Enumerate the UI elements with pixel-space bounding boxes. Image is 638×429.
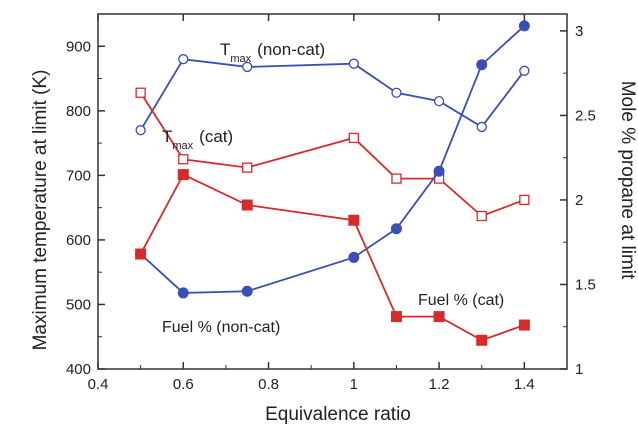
- data-point: [242, 162, 253, 173]
- y-left-tick-label: 500: [66, 296, 91, 313]
- x-tick-label: 1: [350, 376, 358, 393]
- data-point: [519, 65, 530, 76]
- series-line: [139, 58, 526, 131]
- data-point: [476, 210, 487, 222]
- data-point: [135, 125, 146, 136]
- annotation-tmax-noncat-sub: max: [230, 53, 251, 65]
- data-point: [177, 169, 189, 181]
- annotation-tmax-noncat-rest: (non-cat): [257, 40, 325, 59]
- data-point: [242, 61, 253, 73]
- data-point: [476, 59, 488, 71]
- data-point: [135, 248, 147, 260]
- data-point: [177, 287, 189, 299]
- annotation-tmax-cat-main: T: [162, 127, 172, 146]
- y-left-tick-label: 400: [66, 361, 91, 378]
- plot-frame: [97, 13, 568, 370]
- y-right-tick-label: 2: [575, 192, 583, 209]
- data-point: [241, 285, 253, 297]
- data-point: [433, 165, 445, 177]
- annotation-tmax-noncat-main: T: [220, 40, 230, 59]
- y-left-tick-label: 800: [66, 103, 91, 120]
- y-right-tick-label: 2.5: [575, 107, 596, 124]
- series-0: [135, 54, 530, 136]
- data-point: [178, 154, 189, 165]
- data-point: [476, 121, 487, 133]
- data-point: [135, 87, 146, 98]
- data-point: [390, 223, 402, 235]
- data-point: [433, 311, 445, 323]
- x-tick-label: 0.6: [173, 376, 194, 393]
- series-layer: [135, 20, 530, 346]
- data-point: [390, 311, 402, 323]
- series-2: [135, 20, 530, 299]
- x-tick-label: 1.2: [429, 376, 450, 393]
- data-point: [391, 87, 402, 98]
- series-line: [140, 25, 525, 294]
- annotation-fuel-noncat: Fuel % (non-cat): [162, 319, 280, 336]
- y-axis-right-title: Mole % propane at limit: [617, 81, 638, 280]
- y-left-tick-label: 700: [66, 167, 91, 184]
- y-right-tick-label: 1: [575, 361, 583, 378]
- y-left-tick-label: 600: [66, 232, 91, 249]
- y-right-tick-label: 1.5: [575, 276, 596, 293]
- data-point: [348, 214, 360, 226]
- data-point: [348, 58, 359, 69]
- plot-area: [97, 13, 568, 370]
- series-1: [135, 87, 530, 222]
- data-point: [518, 319, 530, 331]
- x-tick-label: 0.4: [88, 376, 109, 393]
- data-point: [519, 194, 530, 206]
- y-left-tick-label: 900: [66, 38, 91, 55]
- data-point: [518, 20, 530, 32]
- data-point: [433, 95, 445, 107]
- y-right-tick-label: 3: [575, 23, 583, 40]
- annotation-tmax-cat-sub: max: [172, 140, 193, 152]
- data-point: [241, 199, 253, 211]
- data-point: [391, 173, 402, 184]
- annotation-fuel-cat: Fuel % (cat): [418, 292, 504, 309]
- x-tick-label: 1.4: [514, 376, 535, 393]
- annotation-tmax-noncat: Tmax (non-cat): [220, 40, 325, 65]
- x-tick-label: 0.8: [258, 376, 279, 393]
- series-line: [139, 173, 525, 342]
- series-3: [135, 169, 530, 346]
- tick-layer: 0.4 0.6 0.8 1 1.2 1.4 400 500 600 700 800 900 1 1.5 2 2…: [66, 14, 596, 393]
- data-point: [348, 251, 360, 263]
- data-point: [178, 54, 189, 65]
- data-point: [476, 334, 488, 346]
- annotation-tmax-cat-rest: (cat): [199, 127, 233, 146]
- annotation-tmax-cat: Tmax (cat): [162, 127, 233, 152]
- x-axis-title: Equivalence ratio: [265, 404, 411, 425]
- data-point: [348, 132, 359, 144]
- y-axis-left-title: Maximum temperature at limit (K): [30, 70, 51, 351]
- series-line: [139, 92, 525, 218]
